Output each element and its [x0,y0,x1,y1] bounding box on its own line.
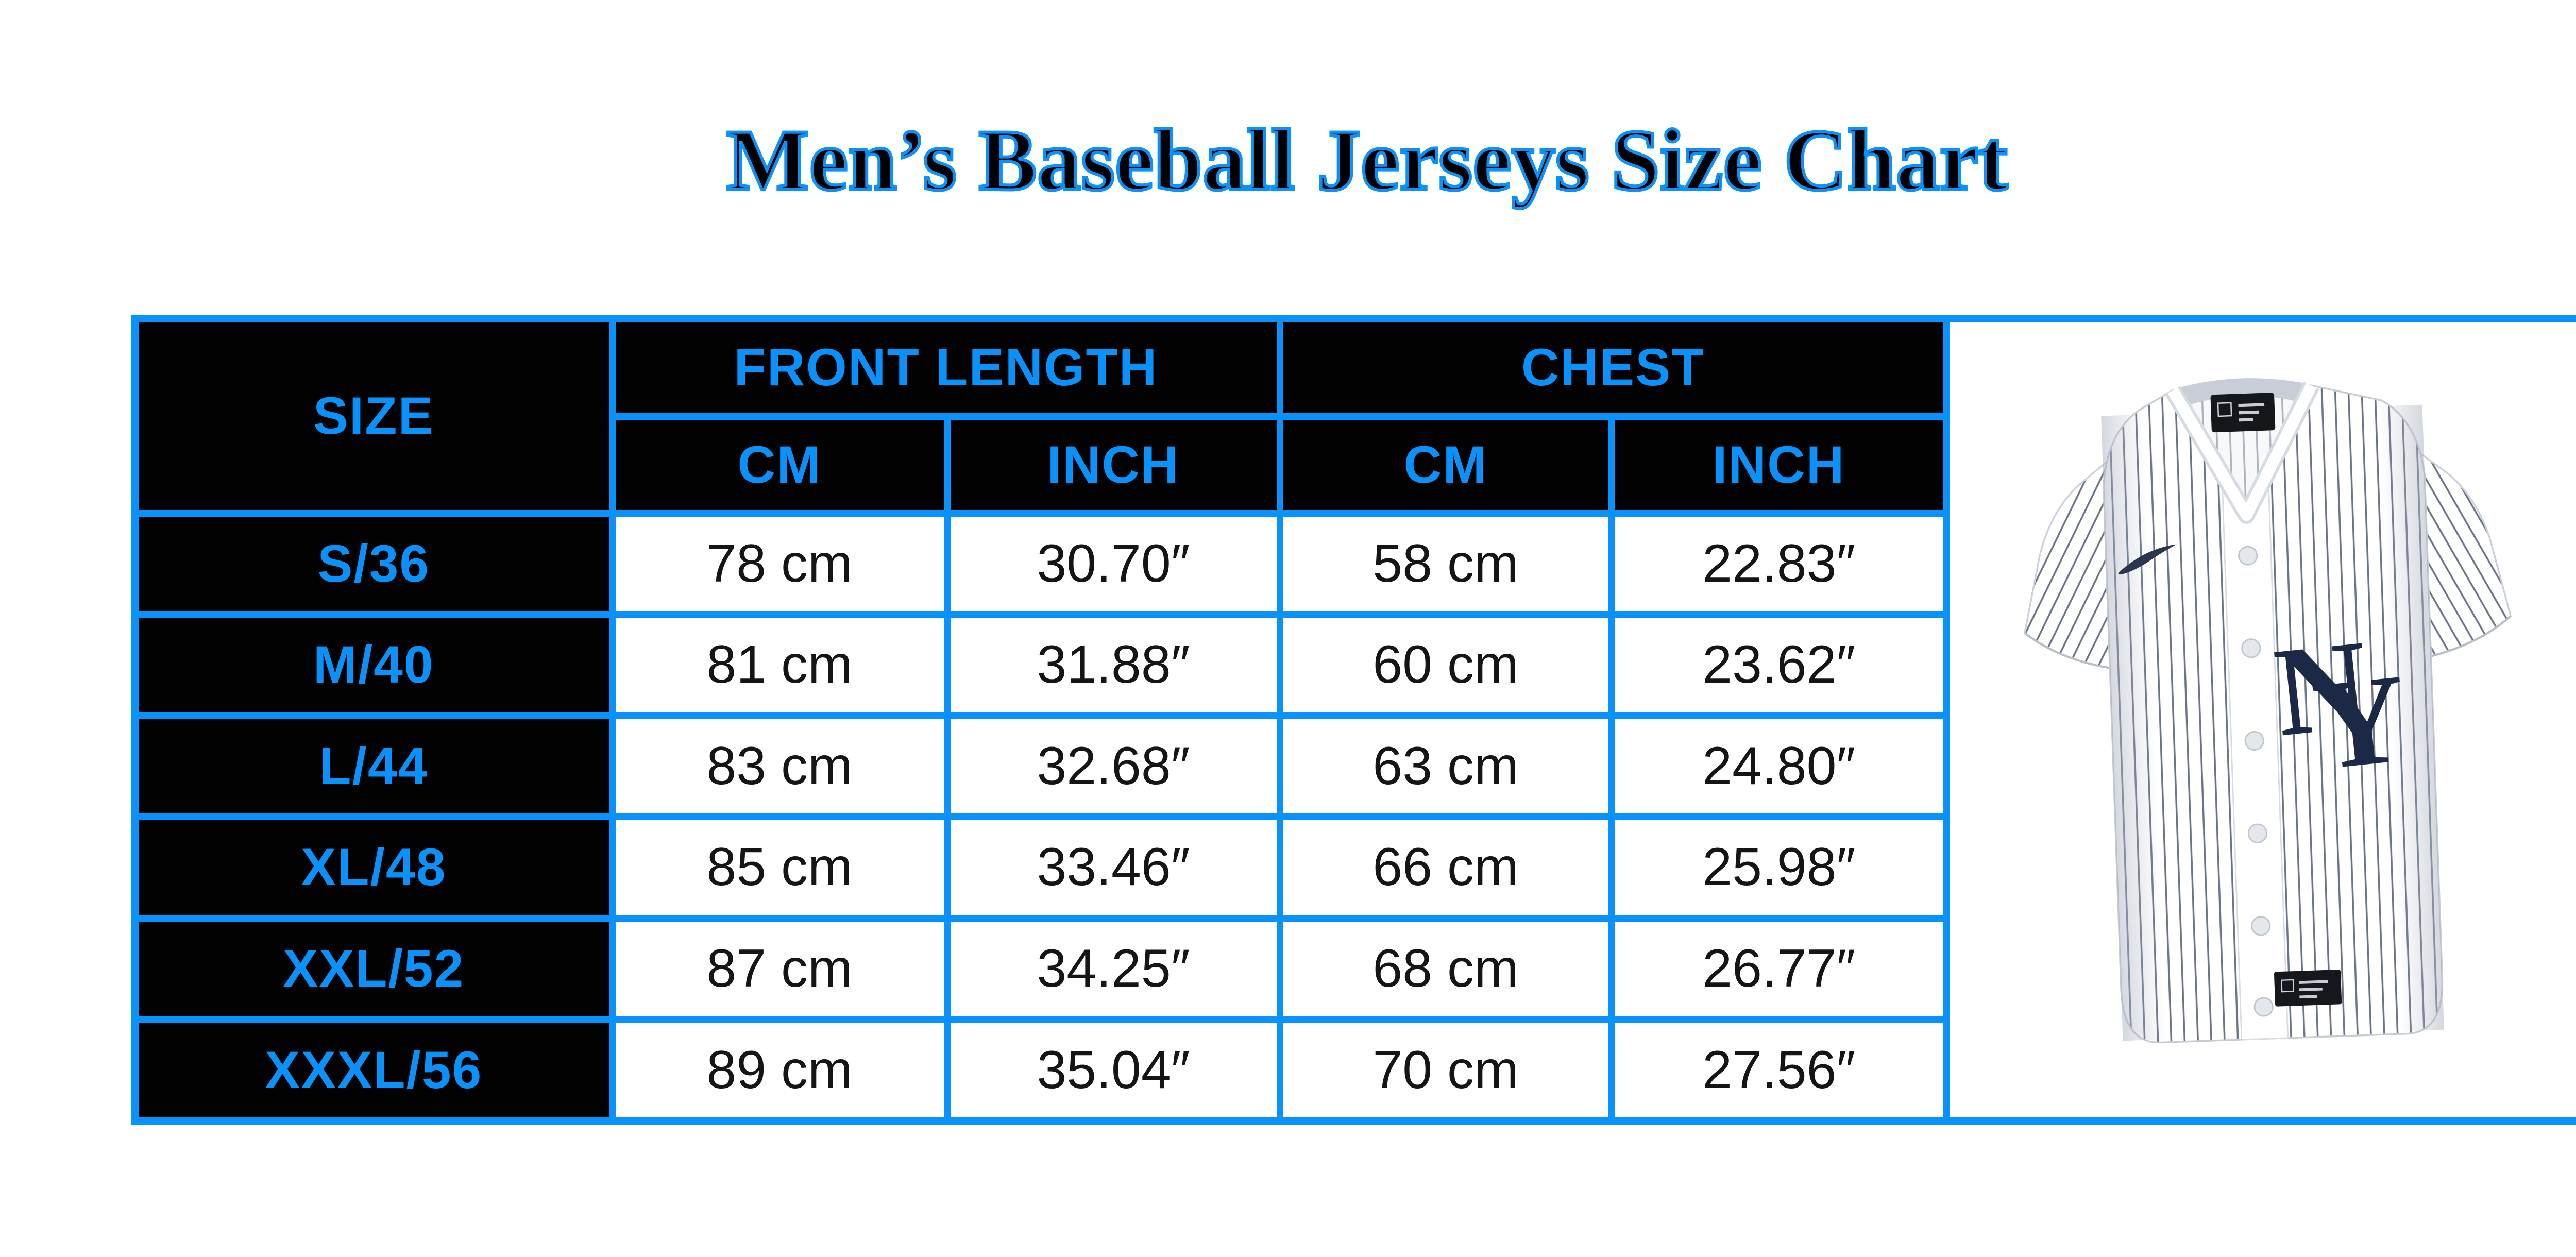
table-row: XL/48 85 cm 33.46″ 66 cm 25.98″ [131,813,1950,922]
col-header-front-cm: CM [608,413,951,517]
front-length-inch: 32.68″ [943,712,1283,821]
ny-logo: N Y [2268,614,2413,797]
front-length-cm: 81 cm [608,611,951,719]
col-header-chest-cm: CM [1276,413,1615,517]
front-length-cm: 78 cm [608,509,951,618]
size-label: S/36 [131,509,616,618]
chest-cm: 70 cm [1276,1016,1615,1125]
front-length-inch: 31.88″ [943,611,1283,719]
front-length-inch: 33.46″ [943,813,1283,922]
front-length-cm: 87 cm [608,914,951,1023]
jersey-panel: N Y [1950,315,2576,1125]
front-length-cm: 83 cm [608,712,951,821]
chest-cm: 63 cm [1276,712,1615,821]
size-label: XXL/52 [131,914,616,1023]
size-label: XL/48 [131,813,616,922]
front-length-cm: 85 cm [608,813,951,922]
svg-text:Y: Y [2307,648,2413,797]
table-subheader-row: CM INCH CM INCH [135,413,1950,517]
nike-swoosh-icon [2118,544,2177,575]
chest-cm: 66 cm [1276,813,1615,922]
jersey-buttons [2238,546,2274,1017]
table-row: XXXL/56 89 cm 35.04″ 70 cm 27.56″ [131,1016,1950,1125]
size-chart-board: SIZE FRONT LENGTH CHEST CM INCH CM INCH … [131,315,2576,1125]
yankees-jersey-image: N Y [2024,378,2512,1044]
front-length-inch: 30.70″ [943,509,1283,618]
chest-inch: 27.56″ [1608,1016,1950,1125]
col-header-front-inch: INCH [943,413,1283,517]
front-length-cm: 89 cm [608,1016,951,1125]
chest-inch: 23.62″ [1608,611,1950,719]
front-length-inch: 34.25″ [943,914,1283,1023]
col-header-chest-inch: INCH [1608,413,1950,517]
chest-cm: 58 cm [1276,509,1615,618]
size-label: M/40 [131,611,616,719]
col-header-size: SIZE [131,315,616,517]
table-row: L/44 83 cm 32.68″ 63 cm 24.80″ [131,712,1950,821]
svg-text:N: N [2268,614,2375,763]
col-header-chest: CHEST [1276,315,1950,420]
table-row: M/40 81 cm 31.88″ 60 cm 23.62″ [131,611,1950,719]
chest-inch: 22.83″ [1608,509,1950,618]
size-chart-table: SIZE FRONT LENGTH CHEST CM INCH CM INCH … [131,315,1951,1125]
table-row: XXL/52 87 cm 34.25″ 68 cm 26.77″ [131,914,1950,1023]
size-label: XXXL/56 [131,1016,616,1125]
jersey-jock-tag [2274,970,2342,1007]
chest-cm: 60 cm [1276,611,1615,719]
table-header-row: SIZE FRONT LENGTH CHEST [131,315,1950,517]
chest-cm: 68 cm [1276,914,1615,1023]
page-title: Men’s Baseball Jerseys Size Chart [725,110,2009,210]
chest-inch: 26.77″ [1608,914,1950,1023]
col-header-front-length: FRONT LENGTH [608,315,1283,420]
size-label: L/44 [131,712,616,821]
chest-inch: 24.80″ [1608,712,1950,821]
chest-inch: 25.98″ [1608,813,1950,922]
front-length-inch: 35.04″ [943,1016,1283,1125]
table-row: S/36 78 cm 30.70″ 58 cm 22.83″ [131,509,1950,618]
